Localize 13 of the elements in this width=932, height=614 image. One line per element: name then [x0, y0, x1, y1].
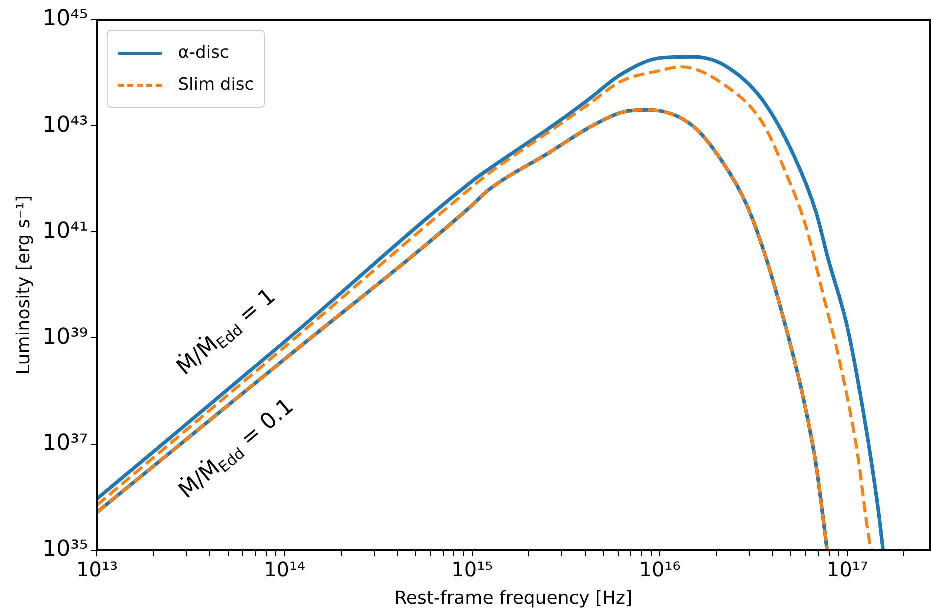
y-axis-title: Luminosity [erg s⁻¹] [13, 196, 34, 375]
y-tick-label: 10³⁷ [42, 431, 88, 456]
y-tick-label: 10⁴³ [42, 112, 88, 138]
legend-label: Slim disc [178, 75, 254, 95]
x-tick-label: 10¹⁴ [264, 558, 306, 582]
x-tick-label: 10¹⁵ [452, 558, 494, 582]
x-axis-title: Rest-frame frequency [Hz] [394, 588, 633, 609]
y-tick-label: 10⁴⁵ [42, 6, 88, 32]
y-tick-label: 10⁴¹ [42, 218, 88, 244]
x-tick-label: 10¹⁶ [639, 558, 681, 582]
x-tick-label: 10¹⁷ [826, 558, 868, 582]
legend-label: α-disc [178, 43, 230, 63]
y-tick-label: 10³⁹ [42, 324, 88, 350]
